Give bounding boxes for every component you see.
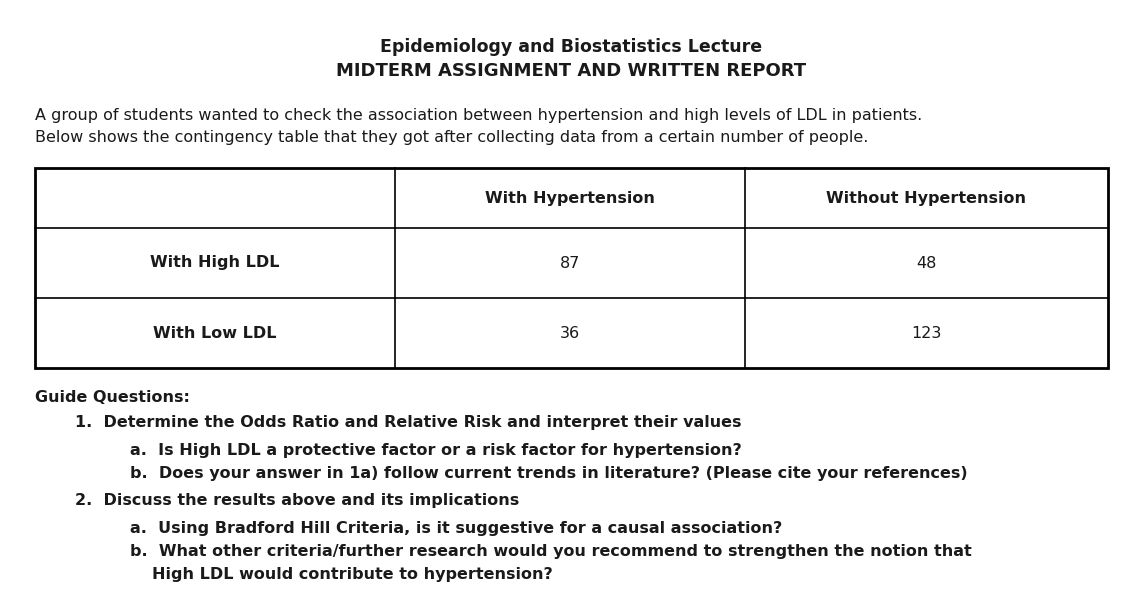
Text: 36: 36 bbox=[560, 326, 580, 341]
Text: Without Hypertension: Without Hypertension bbox=[826, 191, 1026, 206]
Text: a.  Is High LDL a protective factor or a risk factor for hypertension?: a. Is High LDL a protective factor or a … bbox=[130, 443, 742, 458]
Text: High LDL would contribute to hypertension?: High LDL would contribute to hypertensio… bbox=[152, 567, 553, 582]
Text: 2.  Discuss the results above and its implications: 2. Discuss the results above and its imp… bbox=[75, 493, 519, 508]
Text: Below shows the contingency table that they got after collecting data from a cer: Below shows the contingency table that t… bbox=[35, 130, 869, 145]
Text: 87: 87 bbox=[560, 255, 581, 270]
Text: With High LDL: With High LDL bbox=[150, 255, 280, 270]
Text: With Low LDL: With Low LDL bbox=[153, 326, 277, 341]
Text: a.  Using Bradford Hill Criteria, is it suggestive for a causal association?: a. Using Bradford Hill Criteria, is it s… bbox=[130, 521, 782, 536]
Text: 1.  Determine the Odds Ratio and Relative Risk and interpret their values: 1. Determine the Odds Ratio and Relative… bbox=[75, 415, 742, 430]
Text: A group of students wanted to check the association between hypertension and hig: A group of students wanted to check the … bbox=[35, 108, 922, 123]
Text: MIDTERM ASSIGNMENT AND WRITTEN REPORT: MIDTERM ASSIGNMENT AND WRITTEN REPORT bbox=[336, 62, 807, 80]
Text: b.  Does your answer in 1a) follow current trends in literature? (Please cite yo: b. Does your answer in 1a) follow curren… bbox=[130, 466, 968, 481]
Text: With Hypertension: With Hypertension bbox=[485, 191, 655, 206]
Bar bbox=[35, 168, 1108, 368]
Text: Guide Questions:: Guide Questions: bbox=[35, 390, 190, 405]
Text: b.  What other criteria/further research would you recommend to strengthen the n: b. What other criteria/further research … bbox=[130, 544, 972, 559]
Text: Epidemiology and Biostatistics Lecture: Epidemiology and Biostatistics Lecture bbox=[381, 38, 762, 56]
Text: 48: 48 bbox=[917, 255, 936, 270]
Text: 123: 123 bbox=[911, 326, 942, 341]
